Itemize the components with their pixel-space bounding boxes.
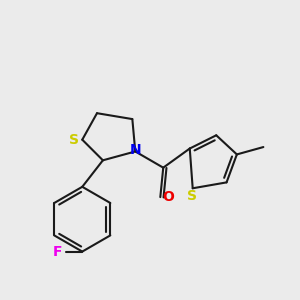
Text: F: F xyxy=(53,244,63,259)
Text: S: S xyxy=(69,133,79,147)
Text: N: N xyxy=(130,143,141,157)
Text: O: O xyxy=(162,190,174,204)
Text: S: S xyxy=(187,189,197,202)
